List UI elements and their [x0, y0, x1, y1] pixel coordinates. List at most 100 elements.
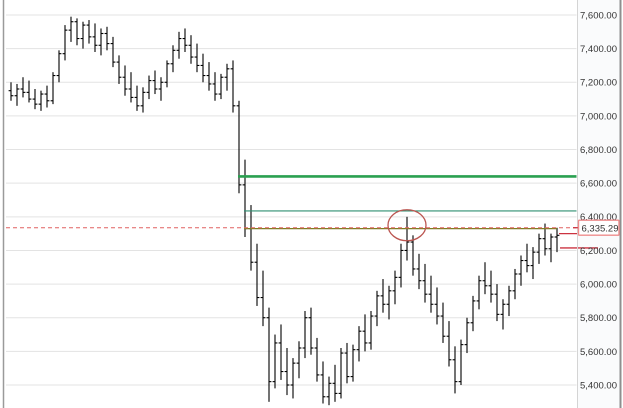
y-axis-tick-label: 5,600.00: [580, 347, 617, 358]
y-axis-tick-label: 6,000.00: [580, 279, 617, 290]
ohlc-bar: [548, 233, 554, 263]
ohlc-bar: [290, 358, 296, 399]
ohlc-bar: [284, 348, 290, 396]
ohlc-bar: [482, 262, 488, 295]
ohlc-bar: [122, 65, 128, 96]
ohlc-bar: [314, 337, 320, 382]
ohlc-bar: [554, 227, 560, 253]
y-axis-area: [577, 0, 621, 408]
ohlc-bar: [158, 77, 164, 101]
current-price-label-box: [577, 219, 620, 236]
ohlc-bar: [140, 87, 146, 113]
ohlc-bar: [254, 243, 260, 306]
ohlc-bar: [338, 348, 344, 399]
ohlc-bar: [170, 45, 176, 73]
ohlc-bar: [374, 290, 380, 327]
y-axis-tick-label: 7,600.00: [580, 10, 617, 21]
ohlc-bar: [38, 90, 44, 111]
ohlc-bar: [434, 287, 440, 325]
ohlc-bar: [134, 85, 140, 111]
y-axis-tick-label: 6,600.00: [580, 179, 617, 190]
ohlc-bar: [518, 255, 524, 286]
ohlc-bar: [416, 253, 422, 290]
ohlc-bar: [512, 268, 518, 300]
ohlc-bar: [80, 21, 86, 49]
ohlc-bar: [386, 285, 392, 320]
ohlc-bar: [524, 243, 530, 273]
ohlc-bar: [20, 77, 26, 98]
y-axis-tick-label: 6,400.00: [580, 212, 617, 223]
ohlc-bar: [116, 55, 122, 84]
ohlc-bar: [86, 20, 92, 44]
ohlc-bar: [398, 243, 404, 288]
y-axis-tick-label: 6,800.00: [580, 145, 617, 156]
ohlc-bar: [356, 326, 362, 362]
ohlc-bar: [230, 60, 236, 113]
ohlc-bar: [260, 270, 266, 327]
ohlc-bar: [326, 376, 332, 406]
ohlc-bar: [176, 31, 182, 59]
ohlc-bar: [362, 314, 368, 352]
ohlc-bar: [128, 72, 134, 103]
ellipse-highlight-annotation[interactable]: [387, 209, 427, 242]
y-axis-tick-label: 5,400.00: [580, 380, 617, 391]
ohlc-bar: [14, 83, 20, 106]
ohlc-bar: [494, 284, 500, 322]
y-axis-tick-label: 5,800.00: [580, 313, 617, 324]
ohlc-bar: [212, 72, 218, 101]
ohlc-bar: [206, 62, 212, 91]
ohlc-bar: [476, 275, 482, 310]
ohlc-bar: [380, 279, 386, 313]
ohlc-bar: [350, 344, 356, 382]
ohlc-bar: [62, 25, 68, 61]
ohlc-bar: [488, 270, 494, 303]
ohlc-bar: [530, 247, 536, 280]
ohlc-bar: [440, 302, 446, 343]
ohlc-bar: [26, 80, 32, 103]
ohlc-bar: [110, 36, 116, 68]
ohlc-bar: [368, 311, 374, 350]
ohlc-bar: [98, 28, 104, 56]
y-axis-tick-label: 7,400.00: [580, 44, 617, 55]
ohlc-bar: [410, 235, 416, 276]
ohlc-bar: [278, 324, 284, 380]
ohlc-bar: [470, 295, 476, 332]
ohlc-bar: [8, 82, 14, 101]
ohlc-bar: [272, 334, 278, 389]
ohlc-bar: [200, 53, 206, 83]
ohlc-bar: [152, 70, 158, 95]
y-axis-tick-label: 7,200.00: [580, 78, 617, 89]
ohlc-bar: [302, 311, 308, 359]
ohlc-bar: [332, 364, 338, 402]
current-price-label: 6,335.29: [582, 223, 619, 234]
ohlc-bar: [32, 89, 38, 110]
ohlc-bar: [74, 18, 80, 46]
ohlc-bar: [218, 73, 224, 100]
ohlc-bar: [266, 307, 272, 402]
ohlc-bar: [500, 299, 506, 330]
ohlc-bar: [536, 233, 542, 264]
ohlc-bar: [404, 216, 410, 261]
ohlc-bar: [464, 317, 470, 354]
ohlc-bar: [182, 28, 188, 52]
ohlc-bar: [104, 26, 110, 51]
ohlc-bar: [236, 100, 242, 194]
ohlc-bar: [506, 285, 512, 317]
ohlc-bar: [164, 60, 170, 88]
ohlc-bar: [458, 339, 464, 385]
ohlc-bar: [146, 75, 152, 100]
ohlc-bar: [224, 63, 230, 91]
ohlc-bar: [344, 342, 350, 384]
ohlc-bar: [50, 72, 56, 105]
ohlc-bar: [188, 35, 194, 64]
ohlc-bar: [68, 16, 74, 42]
ohlc-bar: [56, 50, 62, 83]
ohlc-bar: [194, 43, 200, 73]
ohlc-bar: [308, 307, 314, 355]
ohlc-bar: [428, 275, 434, 313]
ohlc-bar: [422, 263, 428, 303]
ohlc-bar: [392, 270, 398, 305]
ohlc-bar: [320, 361, 326, 404]
